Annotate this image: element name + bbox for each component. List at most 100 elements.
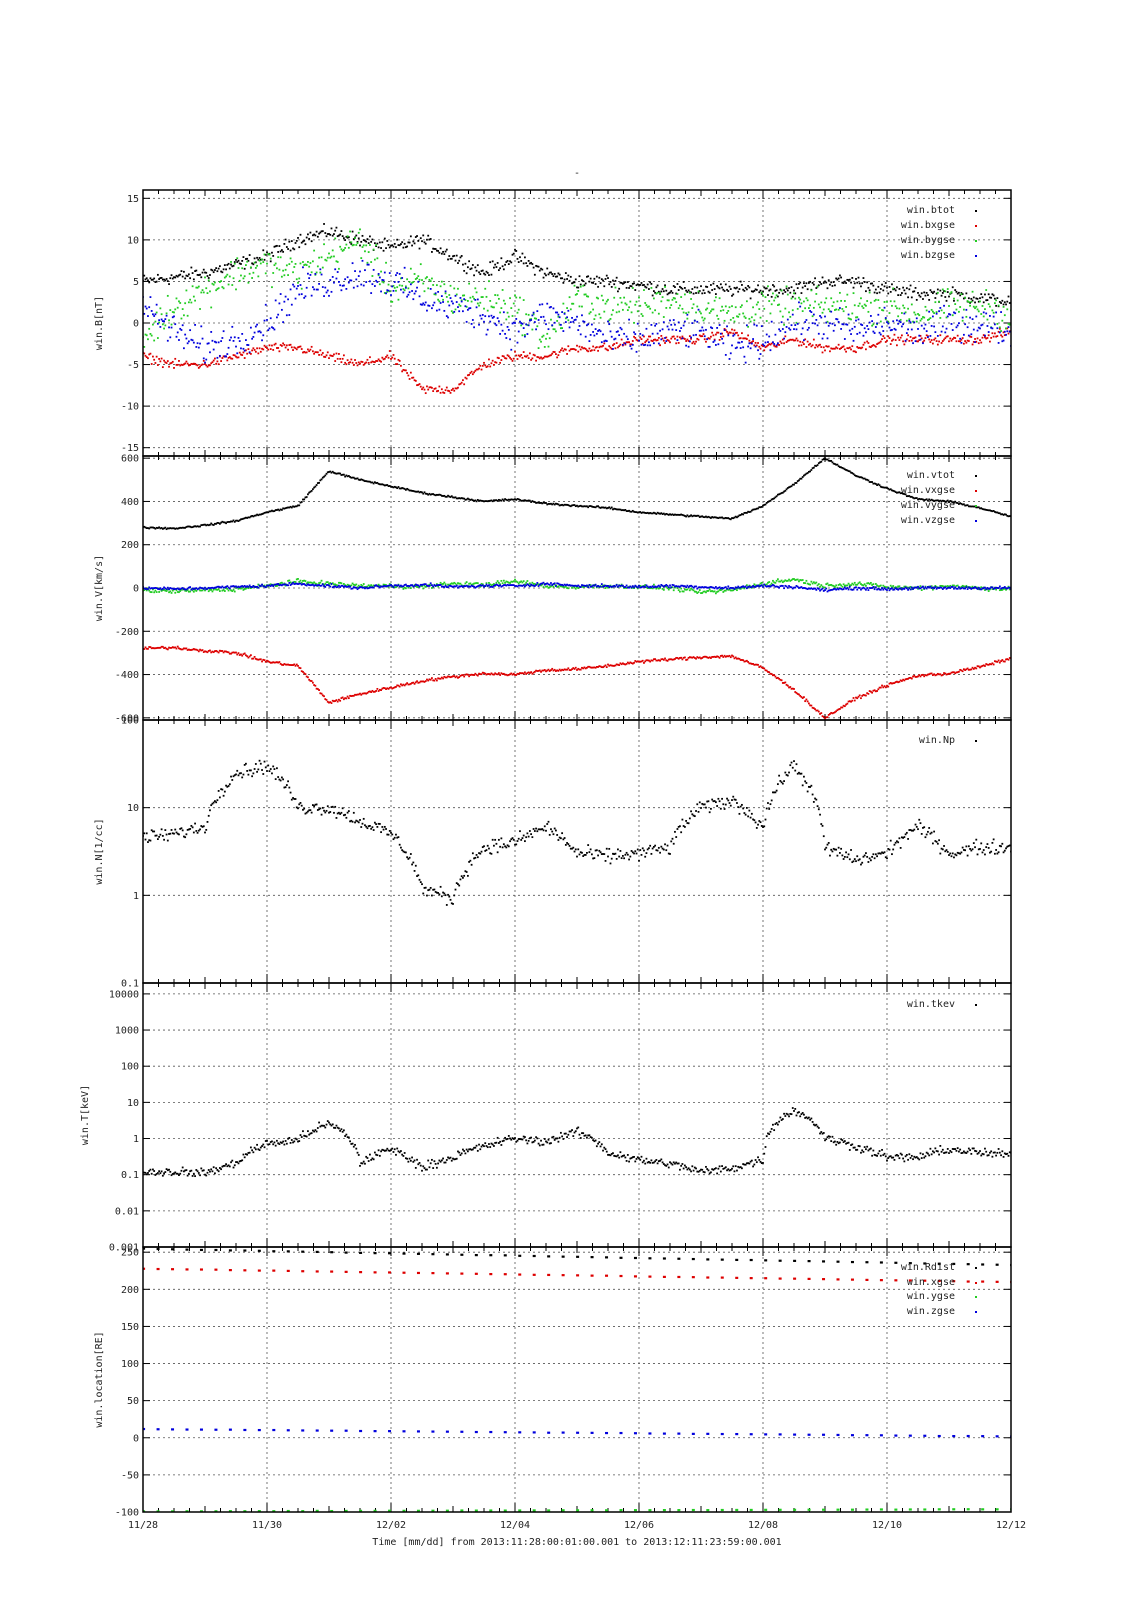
data-point <box>223 650 226 653</box>
data-point <box>903 493 906 495</box>
legend-marker <box>975 240 977 242</box>
data-point <box>863 694 866 697</box>
data-point <box>248 254 251 256</box>
data-point <box>953 671 955 674</box>
data-point <box>930 308 933 311</box>
data-point <box>804 338 807 341</box>
data-point <box>524 671 526 674</box>
data-point <box>163 278 165 281</box>
data-point <box>714 656 717 658</box>
data-point <box>770 303 773 306</box>
data-point <box>612 344 614 347</box>
data-point <box>218 590 221 592</box>
data-point <box>366 263 369 266</box>
data-point <box>241 354 244 356</box>
data-point <box>832 711 835 714</box>
data-point <box>577 289 580 292</box>
data-point <box>178 360 180 362</box>
data-point <box>693 286 696 289</box>
data-point <box>183 526 185 529</box>
data-point <box>705 285 707 288</box>
data-point <box>165 278 168 280</box>
data-point <box>276 316 278 319</box>
data-point <box>960 292 963 294</box>
data-point <box>974 307 976 310</box>
data-point <box>351 230 354 233</box>
data-point <box>798 344 800 347</box>
data-point <box>961 670 964 673</box>
data-point <box>608 345 611 348</box>
data-point <box>303 264 306 266</box>
data-point <box>493 499 495 502</box>
data-point <box>951 314 954 317</box>
data-point <box>533 273 536 276</box>
data-point <box>463 269 466 272</box>
data-point <box>775 345 778 348</box>
data-point <box>975 305 978 308</box>
data-point <box>295 287 298 290</box>
data-point <box>744 361 747 364</box>
data-point <box>271 326 273 329</box>
data-point <box>617 303 619 306</box>
data-point <box>564 272 567 274</box>
data-point <box>148 306 151 309</box>
data-point <box>850 348 852 351</box>
data-point <box>369 585 371 588</box>
data-point <box>295 239 298 242</box>
data-point <box>228 356 231 359</box>
data-point <box>652 583 655 586</box>
data-point <box>360 360 363 363</box>
data-point <box>831 712 834 715</box>
data-point <box>769 288 772 291</box>
data-point <box>170 326 173 329</box>
data-point <box>860 476 862 479</box>
data-point <box>830 281 833 284</box>
data-point <box>882 289 885 292</box>
data-point <box>741 332 743 335</box>
data-point <box>333 255 335 258</box>
data-point <box>794 482 797 484</box>
data-point <box>657 312 660 315</box>
data-point <box>225 587 227 590</box>
data-point <box>600 666 603 669</box>
data-point <box>902 678 905 681</box>
data-point <box>305 286 308 289</box>
data-point <box>319 271 322 274</box>
data-point <box>972 305 975 308</box>
data-point <box>237 587 240 590</box>
data-point <box>958 340 960 343</box>
data-point <box>886 339 888 342</box>
data-point <box>440 252 443 255</box>
data-point <box>898 491 901 494</box>
data-point <box>449 284 452 287</box>
data-point <box>453 254 456 257</box>
data-point <box>958 503 960 505</box>
data-point <box>877 285 880 288</box>
data-point <box>457 287 459 290</box>
data-point <box>559 349 562 352</box>
data-point <box>321 286 324 288</box>
data-point <box>717 590 720 593</box>
data-point <box>910 328 913 331</box>
data-point <box>685 312 688 315</box>
data-point <box>413 292 416 295</box>
data-point <box>998 327 1001 330</box>
data-point <box>447 389 449 392</box>
data-point <box>440 388 443 391</box>
data-point <box>701 515 704 518</box>
data-point <box>855 278 857 280</box>
data-point <box>378 483 381 486</box>
data-point <box>392 289 395 292</box>
data-point <box>915 298 918 301</box>
data-point <box>509 498 511 501</box>
data-point <box>442 301 444 303</box>
data-point <box>200 524 203 527</box>
data-point <box>869 346 872 349</box>
data-point <box>573 586 576 589</box>
data-point <box>393 357 396 360</box>
data-point <box>308 265 311 268</box>
data-point <box>840 347 843 350</box>
data-point <box>522 262 525 265</box>
data-point <box>154 527 157 530</box>
data-point <box>466 299 469 302</box>
